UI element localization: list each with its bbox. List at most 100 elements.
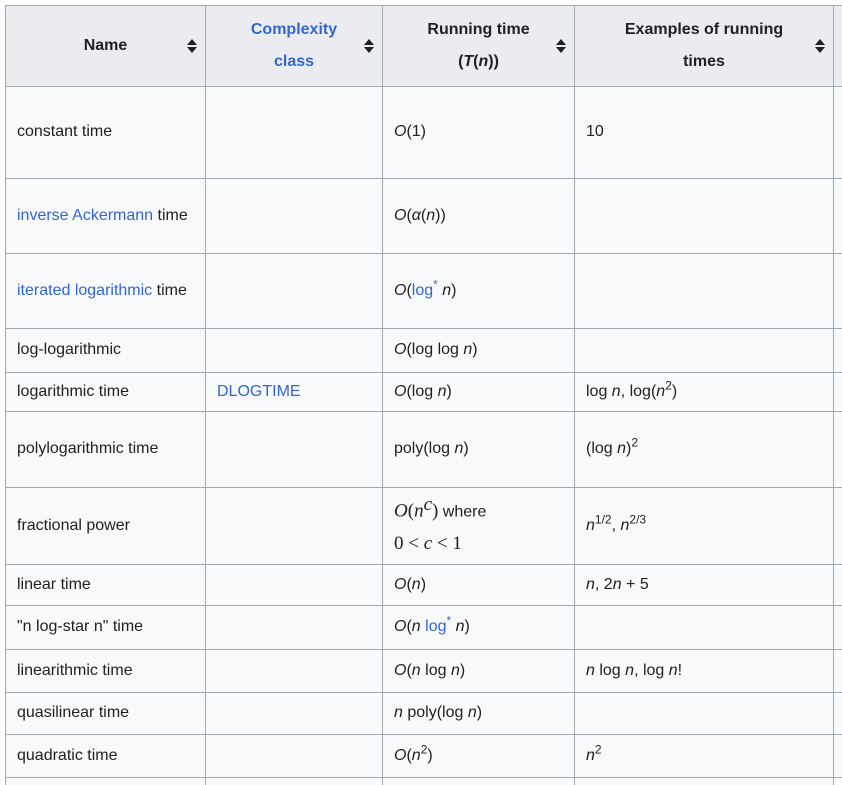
wiki-link[interactable]: log (411, 281, 434, 299)
sort-icon[interactable] (555, 38, 566, 54)
text-segment: ( (406, 746, 412, 764)
text-segment: where (438, 503, 487, 521)
text-segment: (log (586, 440, 618, 458)
cell-name: quadratic time (5, 734, 206, 778)
text-segment: constant time (17, 123, 113, 141)
column-header-name[interactable]: Name (5, 5, 206, 87)
text-segment: c (423, 533, 433, 555)
column-header-examples[interactable]: Examples of running times (574, 5, 834, 87)
text-segment: ) (626, 440, 632, 458)
wiki-link[interactable]: Complexity (250, 21, 338, 38)
wiki-link[interactable]: * (433, 277, 438, 292)
text-segment: + 5 (621, 575, 649, 593)
sort-icon[interactable] (363, 38, 374, 54)
cell-cls (205, 253, 383, 329)
cell-run: O(n log* n) (382, 605, 575, 650)
wiki-link[interactable]: * (446, 613, 452, 628)
cell-run: O(log* n) (382, 253, 575, 329)
text-segment: ) (451, 281, 457, 299)
cell-run: O(log n) (382, 372, 575, 412)
text-segment: n (625, 661, 635, 679)
table-row: inverse Ackermann time O(α(n)) (5, 178, 842, 254)
text-segment: T (463, 53, 474, 70)
text-segment: n (478, 53, 489, 70)
text-segment: ) (671, 382, 678, 400)
text-segment: ) (472, 341, 478, 359)
table-header: Name Complexity class Running time (T(n)) Exa… (5, 5, 842, 87)
text-segment: O (394, 341, 407, 359)
cell-cls (205, 605, 383, 650)
sort-down-triangle (555, 47, 566, 53)
text-segment: n (586, 661, 595, 679)
text-segment: ( (420, 206, 427, 224)
text-segment: logarithmic time (17, 382, 130, 400)
sort-icon[interactable] (186, 38, 197, 54)
cell-extra (833, 564, 842, 606)
text-segment: (log log (406, 341, 464, 359)
text-segment: ( (406, 575, 412, 593)
cell-cls (205, 178, 383, 254)
text-segment: 1/2 (594, 512, 612, 527)
text-segment: O (394, 281, 407, 299)
wiki-link[interactable]: iterated logarithmic (17, 281, 153, 299)
wiki-link[interactable]: class (273, 53, 315, 70)
complexity-table-container: Name Complexity class Running time (T(n)) Exa… (5, 5, 842, 785)
text-segment: , log( (620, 382, 657, 400)
text-segment: O (394, 661, 407, 679)
cell-extra (833, 411, 842, 488)
text-segment: ) (432, 500, 439, 522)
cell-extra (833, 605, 842, 650)
table-row: polylogarithmic time poly(log n) (log n)2 (5, 411, 842, 488)
table-row: "n log-star n" time O(n log* n) (5, 605, 842, 650)
cell-cls (205, 411, 383, 488)
text-segment: quasilinear time (17, 704, 130, 722)
cell-name: polylogarithmic time (5, 411, 206, 488)
table-row (5, 777, 842, 785)
cell-ex (574, 328, 834, 373)
cell-run: O(1) (382, 86, 575, 179)
sort-down-triangle (363, 47, 374, 53)
superscript: 2 (421, 742, 428, 756)
wiki-link[interactable]: inverse Ackermann (17, 206, 154, 224)
sort-up-triangle (363, 39, 374, 45)
text-segment: O (394, 500, 408, 522)
text-segment: ) (463, 440, 469, 458)
text-segment: α (411, 206, 421, 224)
cell-name: quasilinear time (5, 692, 206, 735)
table-row: constant time O(1) 10 (5, 86, 842, 179)
sort-icon[interactable] (814, 38, 825, 54)
text-segment: n (437, 382, 447, 400)
text-segment: time (152, 281, 187, 299)
cell-run: n poly(log n) (382, 692, 575, 735)
column-header-running-time[interactable]: Running time (T(n)) (382, 5, 575, 87)
table-row: quasilinear time n poly(log n) (5, 692, 842, 735)
text-segment: n (394, 704, 403, 722)
cell-extra (833, 777, 842, 785)
text-segment: (1) (406, 123, 427, 141)
table-row: linearithmic time O(n log n) n log n, log … (5, 649, 842, 693)
column-header-complexity-class[interactable]: Complexity class (205, 5, 383, 87)
column-header-label: Name (84, 37, 128, 54)
text-segment: n (411, 661, 421, 679)
cell-name (5, 777, 206, 785)
text-segment: quadratic time (17, 746, 118, 764)
text-segment: poly(log (402, 704, 468, 722)
text-segment: c (423, 494, 432, 516)
cell-ex: n, 2n + 5 (574, 564, 834, 606)
text-segment: 2/3 (629, 512, 647, 527)
text-segment: linear time (17, 575, 91, 593)
cell-ex: (log n)2 (574, 411, 834, 488)
text-segment: log (594, 661, 626, 679)
text-segment: n (586, 746, 595, 764)
column-header-label: Examples of running times (625, 21, 783, 70)
cell-run: O(nc) where 0 < c < 1 (382, 487, 575, 565)
wiki-link[interactable]: DLOGTIME (217, 382, 301, 400)
text-segment: ! (677, 661, 683, 679)
text-segment: ( (473, 53, 479, 70)
cell-name: inverse Ackermann time (5, 178, 206, 254)
text-segment: 2 (420, 742, 428, 757)
table-row: linear time O(n) n, 2n + 5 (5, 564, 842, 606)
wiki-link[interactable]: log (425, 618, 447, 636)
superscript: 2 (665, 378, 672, 392)
cell-name: log-logarithmic (5, 328, 206, 373)
